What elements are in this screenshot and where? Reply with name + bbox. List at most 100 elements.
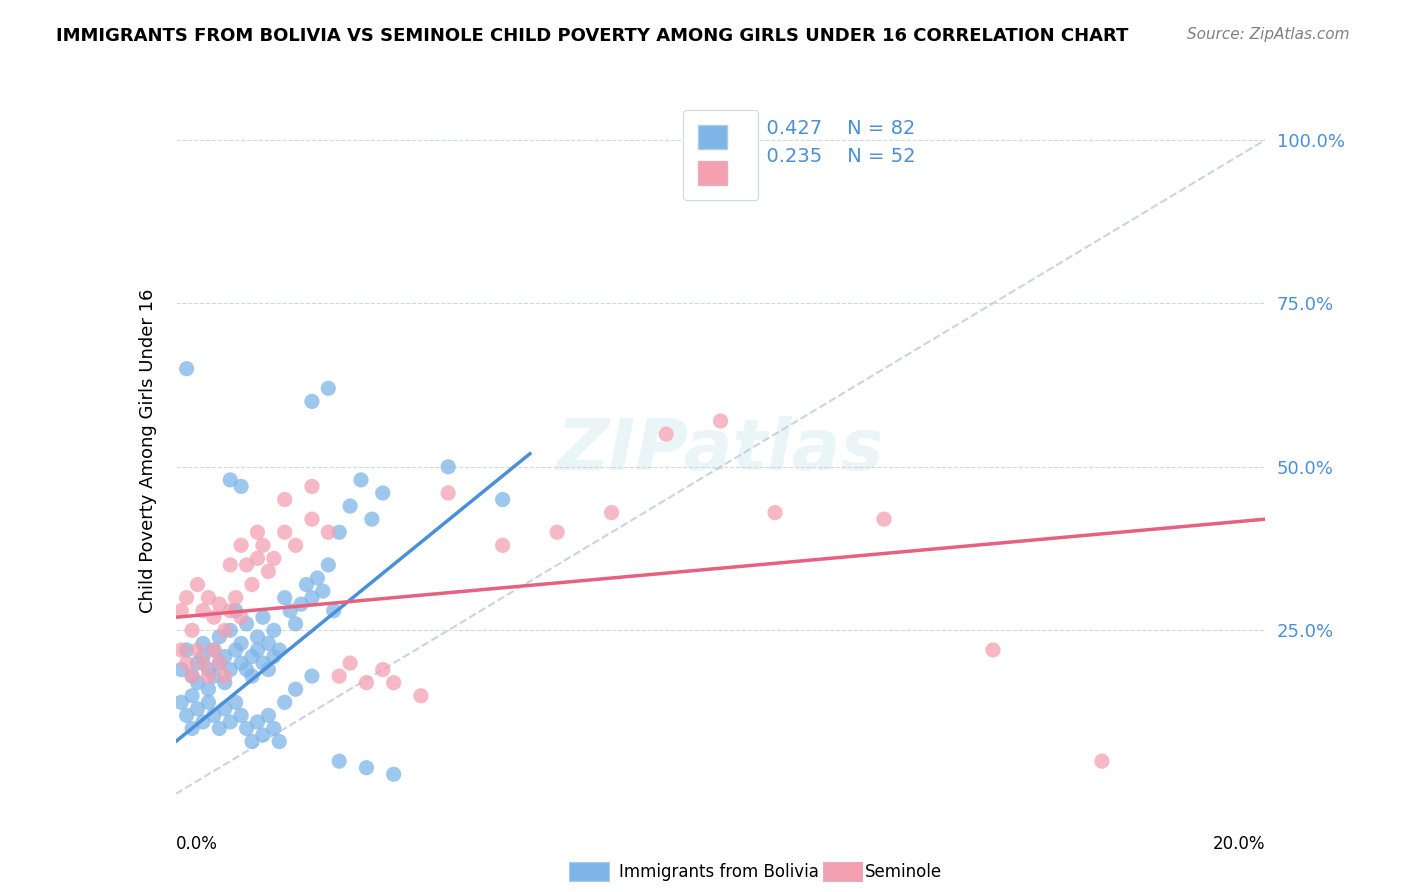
Point: [252, 656, 274, 670]
Point: [225, 591, 247, 605]
Point: [191, 714, 214, 729]
Text: 0.0%: 0.0%: [176, 835, 218, 853]
Point: [301, 479, 323, 493]
Point: [176, 656, 198, 670]
Point: [214, 675, 236, 690]
Text: R = 0.235    N = 52: R = 0.235 N = 52: [724, 147, 915, 166]
Point: [191, 604, 214, 618]
Point: [208, 630, 231, 644]
Point: [219, 604, 242, 618]
Point: [269, 643, 291, 657]
Point: [176, 591, 198, 605]
Point: [214, 624, 236, 638]
Point: [219, 714, 242, 729]
Point: [274, 525, 297, 540]
Text: ZIPatlas: ZIPatlas: [557, 416, 884, 485]
Point: [600, 506, 623, 520]
Point: [1091, 754, 1114, 768]
Point: [328, 525, 350, 540]
Point: [225, 604, 247, 618]
Point: [176, 708, 198, 723]
Point: [240, 734, 263, 748]
Point: [246, 643, 269, 657]
Point: [263, 624, 285, 638]
Point: [197, 669, 219, 683]
Point: [295, 577, 318, 591]
Point: [181, 669, 204, 683]
Point: [322, 604, 344, 618]
Point: [181, 689, 204, 703]
Point: [328, 754, 350, 768]
Point: [290, 597, 312, 611]
Legend: , : ,: [683, 110, 758, 200]
Point: [873, 512, 896, 526]
Point: [350, 473, 373, 487]
Point: [197, 663, 219, 677]
Point: [240, 669, 263, 683]
Point: [235, 663, 257, 677]
Point: [263, 551, 285, 566]
Point: [191, 649, 214, 664]
Point: [710, 414, 733, 428]
Point: [197, 695, 219, 709]
Point: [312, 584, 335, 599]
Point: [202, 708, 225, 723]
Point: [246, 551, 269, 566]
Point: [307, 571, 329, 585]
Y-axis label: Child Poverty Among Girls Under 16: Child Poverty Among Girls Under 16: [139, 288, 157, 613]
Point: [219, 558, 242, 572]
Point: [202, 643, 225, 657]
Point: [356, 675, 378, 690]
Point: [191, 636, 214, 650]
Point: [202, 610, 225, 624]
Text: Immigrants from Bolivia: Immigrants from Bolivia: [619, 863, 818, 881]
Text: IMMIGRANTS FROM BOLIVIA VS SEMINOLE CHILD POVERTY AMONG GIRLS UNDER 16 CORRELATI: IMMIGRANTS FROM BOLIVIA VS SEMINOLE CHIL…: [56, 27, 1129, 45]
Point: [214, 669, 236, 683]
Point: [225, 643, 247, 657]
Point: [339, 499, 361, 513]
Point: [181, 624, 204, 638]
Point: [284, 682, 307, 697]
Point: [186, 643, 209, 657]
Point: [284, 616, 307, 631]
Point: [492, 538, 515, 552]
Point: [371, 486, 394, 500]
Point: [257, 636, 280, 650]
Point: [328, 669, 350, 683]
Point: [301, 591, 323, 605]
Point: [318, 381, 340, 395]
Point: [202, 643, 225, 657]
Point: [231, 479, 253, 493]
Point: [246, 525, 269, 540]
Point: [240, 577, 263, 591]
Point: [356, 761, 378, 775]
Point: [176, 361, 198, 376]
Point: [208, 656, 231, 670]
Point: [257, 663, 280, 677]
Point: [186, 656, 209, 670]
Text: Source: ZipAtlas.com: Source: ZipAtlas.com: [1187, 27, 1350, 42]
Point: [318, 525, 340, 540]
Point: [170, 604, 193, 618]
Point: [269, 734, 291, 748]
Point: [202, 669, 225, 683]
Point: [318, 558, 340, 572]
Point: [437, 486, 460, 500]
Point: [186, 577, 209, 591]
Point: [181, 722, 204, 736]
Point: [197, 682, 219, 697]
Point: [252, 538, 274, 552]
Point: [301, 669, 323, 683]
Point: [339, 656, 361, 670]
Point: [181, 669, 204, 683]
Text: Seminole: Seminole: [865, 863, 942, 881]
Point: [263, 722, 285, 736]
Point: [301, 394, 323, 409]
Point: [235, 722, 257, 736]
Point: [274, 492, 297, 507]
Point: [257, 708, 280, 723]
Point: [186, 675, 209, 690]
Point: [274, 695, 297, 709]
Point: [278, 604, 301, 618]
Point: [263, 649, 285, 664]
